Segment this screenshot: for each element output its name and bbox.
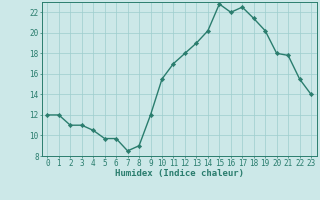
- X-axis label: Humidex (Indice chaleur): Humidex (Indice chaleur): [115, 169, 244, 178]
